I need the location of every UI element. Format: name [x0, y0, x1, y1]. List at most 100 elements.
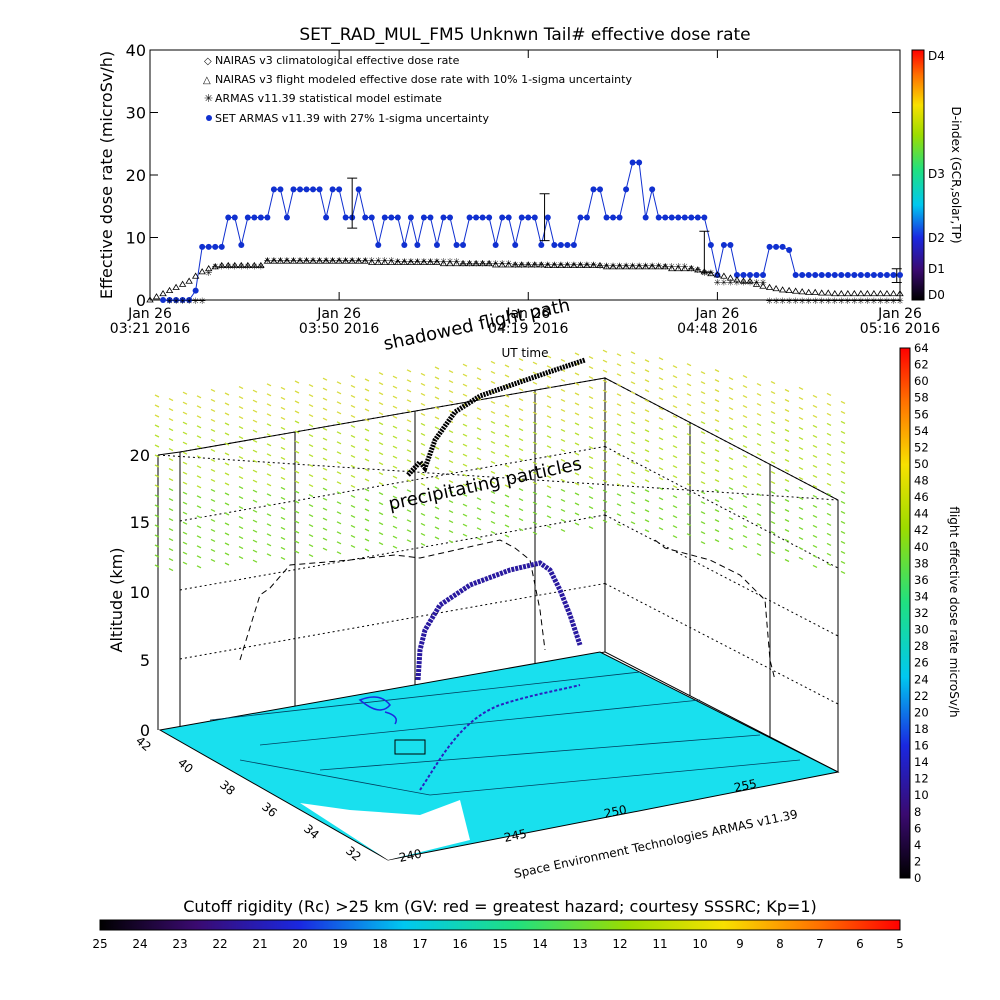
particle-mark [322, 437, 328, 441]
particle-mark [462, 363, 468, 367]
dose-rate-tick: 26 [914, 656, 929, 670]
particle-mark [602, 439, 608, 443]
particle-mark [490, 360, 496, 364]
series-armas-model-point: ✳ [303, 256, 311, 266]
particle-mark [658, 407, 664, 411]
particle-mark [532, 461, 538, 465]
particle-mark [700, 541, 706, 545]
particle-mark [812, 564, 818, 569]
particle-mark [518, 388, 524, 392]
particle-mark [588, 496, 594, 500]
particle-mark [308, 554, 314, 558]
particle-mark [224, 422, 230, 426]
particle-mark [686, 373, 692, 377]
particle-mark [756, 392, 762, 397]
particle-mark [826, 452, 832, 457]
series-set-armas-point [192, 287, 199, 294]
particle-mark [560, 518, 566, 522]
particle-mark [350, 454, 356, 458]
series-nairas-flight-point [485, 259, 493, 267]
particle-mark [294, 530, 300, 534]
dose-rate-colorbar [899, 347, 911, 879]
particle-mark [420, 382, 426, 386]
particle-mark [714, 489, 720, 493]
series-armas-model-point: ✳ [714, 278, 722, 288]
series-armas-model-point: ✳ [270, 256, 278, 266]
particle-mark [490, 490, 496, 494]
particle-mark [546, 495, 552, 499]
particle-mark [364, 528, 370, 532]
particle-mark [742, 544, 748, 549]
series-set-armas-point [362, 214, 369, 221]
series-set-armas-point [564, 242, 571, 248]
particle-mark [252, 409, 258, 413]
particle-mark [546, 365, 552, 369]
particle-mark [350, 394, 356, 398]
series-nairas-flight-point [726, 274, 735, 281]
particle-mark [336, 511, 342, 515]
series-armas-model-point: ✳ [688, 265, 696, 275]
series-set-armas-point [525, 214, 532, 221]
particle-mark [798, 386, 804, 391]
particle-mark [812, 554, 818, 559]
particle-mark [784, 468, 790, 473]
particle-mark [812, 514, 818, 519]
particle-mark [616, 513, 622, 517]
series-set-armas-point [707, 242, 714, 248]
particle-mark [588, 426, 594, 430]
particle-mark [532, 371, 538, 375]
series-armas-model-point: ✳ [172, 297, 180, 307]
particle-mark [224, 502, 230, 506]
particle-mark [308, 404, 314, 408]
particle-mark [196, 395, 202, 399]
longitude-tick: 250 [603, 802, 628, 820]
particle-mark [532, 531, 538, 535]
dose-rate-tick: 44 [914, 507, 929, 521]
series-armas-model-point: ✳ [577, 261, 585, 271]
particle-mark [812, 484, 818, 489]
particle-mark [588, 356, 594, 360]
top-y-tick-label: 20 [126, 166, 146, 185]
particle-mark [574, 372, 580, 376]
series-nairas-flight-point [296, 257, 304, 264]
particle-mark [840, 490, 846, 494]
series-set-armas-point [173, 297, 180, 303]
particle-mark [238, 496, 244, 500]
particle-mark [392, 495, 398, 499]
series-armas-model-point: ✳ [590, 261, 598, 271]
particle-mark [658, 467, 664, 471]
particle-mark [742, 424, 748, 429]
particle-mark [196, 525, 202, 529]
series-set-armas-point [897, 272, 903, 278]
particle-mark [490, 400, 496, 404]
particle-mark [490, 470, 496, 474]
dose-rate-tick: 34 [914, 589, 929, 603]
particle-mark [420, 502, 426, 506]
particle-mark [658, 427, 664, 431]
dose-rate-tick: 14 [914, 755, 929, 769]
particle-mark [238, 506, 244, 510]
series-armas-model-point: ✳ [838, 297, 846, 307]
particle-mark [518, 418, 524, 422]
particle-mark [252, 509, 258, 513]
3d-z-axis-top [157, 451, 181, 456]
particle-mark [672, 495, 678, 499]
particle-mark [266, 413, 272, 417]
particle-mark [168, 568, 174, 572]
annotation-precipitating-particles: precipitating particles [387, 453, 584, 514]
series-armas-model-point: ✳ [766, 297, 774, 307]
series-armas-model-point: ✳ [407, 258, 415, 268]
series-armas-model-point: ✳ [792, 297, 800, 307]
particle-mark [714, 429, 720, 433]
series-nairas-flight-point [641, 263, 650, 270]
dose-rate-tick: 56 [914, 407, 929, 421]
particle-mark [434, 416, 440, 420]
d-index-label: D-index (GCR,solar,TP) [949, 106, 963, 243]
particle-mark [476, 447, 482, 451]
particle-mark [588, 526, 594, 530]
particle-mark [784, 538, 790, 543]
particle-mark [518, 398, 524, 402]
legend-label-armas-model: ARMAS v11.39 statistical model estimate [215, 92, 442, 105]
particle-mark [322, 377, 328, 381]
particle-mark [574, 482, 580, 486]
